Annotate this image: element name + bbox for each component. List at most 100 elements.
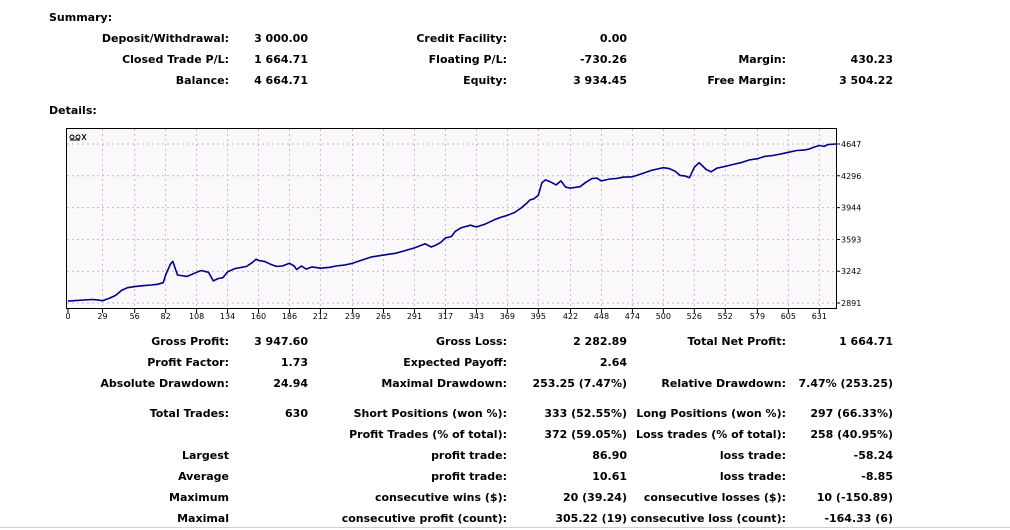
free-margin-label: Free Margin: <box>707 74 786 87</box>
summary-heading: Summary: <box>49 11 113 24</box>
margin-label: Margin: <box>738 53 786 66</box>
long-positions-value: 297 (66.33%) <box>810 407 893 420</box>
relative-drawdown-label: Relative Drawdown: <box>661 377 786 390</box>
consecutive-losses-label: consecutive losses ($): <box>643 491 786 504</box>
floating-pl-value: -730.26 <box>579 53 627 66</box>
consecutive-wins-value: 20 (39.24) <box>563 491 627 504</box>
free-margin-value: 3 504.22 <box>839 74 893 87</box>
balance-label: Balance: <box>175 74 229 87</box>
y-tick-label: 4296 <box>841 172 861 181</box>
consecutive-wins-label: consecutive wins ($): <box>374 491 507 504</box>
average-label: Average <box>178 470 229 483</box>
x-tick-label: 0 <box>65 312 70 321</box>
average-profit-label: profit trade: <box>431 470 507 483</box>
average-profit-value: 10.61 <box>592 470 627 483</box>
relative-drawdown-value: 7.47% (253.25) <box>798 377 894 390</box>
short-positions-label: Short Positions (won %): <box>353 407 507 420</box>
x-tick-label: 291 <box>407 312 422 321</box>
x-tick-label: 239 <box>345 312 360 321</box>
consecutive-profit-label: consecutive profit (count): <box>341 512 507 525</box>
closed-trade-pl-value: 1 664.71 <box>254 53 308 66</box>
largest-loss-label: loss trade: <box>719 449 786 462</box>
x-tick-label: 134 <box>220 312 235 321</box>
x-tick-label: 108 <box>189 312 204 321</box>
details-heading: Details: <box>49 104 97 117</box>
x-tick-label: 631 <box>812 312 827 321</box>
chart-marks <box>67 143 837 302</box>
x-tick-label: 160 <box>251 312 266 321</box>
gross-loss-value: 2 282.89 <box>573 335 627 348</box>
y-tick-label: 3242 <box>841 267 861 276</box>
credit-facility-value: 0.00 <box>599 32 627 45</box>
x-tick-label: 605 <box>781 312 796 321</box>
profit-factor-value: 1.73 <box>280 356 308 369</box>
bottom-divider <box>0 527 1010 528</box>
largest-profit-value: 86.90 <box>592 449 627 462</box>
consecutive-losses-value: 10 (-150.89) <box>816 491 893 504</box>
balance-value: 4 664.71 <box>254 74 308 87</box>
maximal-drawdown-value: 253.25 (7.47%) <box>532 377 628 390</box>
y-tick-label: 3944 <box>841 204 861 213</box>
loss-trades-value: 258 (40.95%) <box>810 428 893 441</box>
maximum-label: Maximum <box>169 491 229 504</box>
expected-payoff-label: Expected Payoff: <box>403 356 507 369</box>
x-tick-label: 82 <box>161 312 171 321</box>
x-tick-label: 579 <box>750 312 765 321</box>
loss-trades-label: Loss trades (% of total): <box>635 428 786 441</box>
credit-facility-label: Credit Facility: <box>416 32 507 45</box>
x-tick-label: 448 <box>594 312 609 321</box>
balance-chart-frame <box>66 128 837 309</box>
y-tick-label: 2891 <box>841 299 861 308</box>
deposit-withdrawal-label: Deposit/Withdrawal: <box>101 32 229 45</box>
consecutive-loss-label: consecutive loss (count): <box>630 512 786 525</box>
gross-profit-value: 3 947.60 <box>254 335 308 348</box>
x-tick-label: 317 <box>438 312 453 321</box>
margin-value: 430.23 <box>850 53 893 66</box>
total-net-profit-label: Total Net Profit: <box>687 335 787 348</box>
maximal-label: Maximal <box>177 512 229 525</box>
x-tick-label: 395 <box>531 312 546 321</box>
closed-trade-pl-label: Closed Trade P/L: <box>122 53 229 66</box>
consecutive-profit-value: 305.22 (19) <box>555 512 627 525</box>
total-net-profit-value: 1 664.71 <box>839 335 893 348</box>
equity-label: Equity: <box>463 74 507 87</box>
chart-x-ticks: 0 29 56 82 108 134 160 186 212 239 265 291 317 343 369… <box>65 309 827 321</box>
y-tick-label: 4647 <box>841 140 861 149</box>
x-tick-label: 265 <box>376 312 391 321</box>
gross-profit-label: Gross Profit: <box>151 335 229 348</box>
consecutive-loss-value: -164.33 (6) <box>824 512 893 525</box>
expected-payoff-value: 2.64 <box>599 356 627 369</box>
x-tick-label: 552 <box>718 312 733 321</box>
x-tick-label: 526 <box>687 312 702 321</box>
largest-loss-value: -58.24 <box>853 449 893 462</box>
profit-factor-label: Profit Factor: <box>147 356 229 369</box>
chart-grid <box>67 129 836 308</box>
balance-series-line <box>67 143 837 302</box>
profit-trades-value: 372 (59.05%) <box>544 428 627 441</box>
x-tick-label: 500 <box>656 312 671 321</box>
x-tick-label: 56 <box>130 312 140 321</box>
x-tick-label: 369 <box>500 312 515 321</box>
absolute-drawdown-value: 24.94 <box>273 377 308 390</box>
x-tick-label: 186 <box>282 312 297 321</box>
long-positions-label: Long Positions (won %): <box>636 407 786 420</box>
total-trades-label: Total Trades: <box>149 407 229 420</box>
x-tick-label: 422 <box>563 312 578 321</box>
deposit-withdrawal-value: 3 000.00 <box>254 32 308 45</box>
total-trades-value: 630 <box>285 407 308 420</box>
chart-corner-icon <box>69 133 87 141</box>
average-loss-value: -8.85 <box>861 470 893 483</box>
balance-chart: 2891 3242 3593 3944 4296 4647 0 29 56 82 108 134 16… <box>65 129 861 321</box>
largest-label: Largest <box>182 449 229 462</box>
floating-pl-label: Floating P/L: <box>428 53 507 66</box>
x-tick-label: 212 <box>313 312 328 321</box>
x-tick-label: 474 <box>625 312 640 321</box>
gross-loss-label: Gross Loss: <box>436 335 507 348</box>
x-tick-label: 29 <box>97 312 107 321</box>
maximal-drawdown-label: Maximal Drawdown: <box>381 377 507 390</box>
x-tick-label: 343 <box>469 312 484 321</box>
profit-trades-label: Profit Trades (% of total): <box>349 428 507 441</box>
equity-value: 3 934.45 <box>573 74 627 87</box>
short-positions-value: 333 (52.55%) <box>544 407 627 420</box>
largest-profit-label: profit trade: <box>431 449 507 462</box>
